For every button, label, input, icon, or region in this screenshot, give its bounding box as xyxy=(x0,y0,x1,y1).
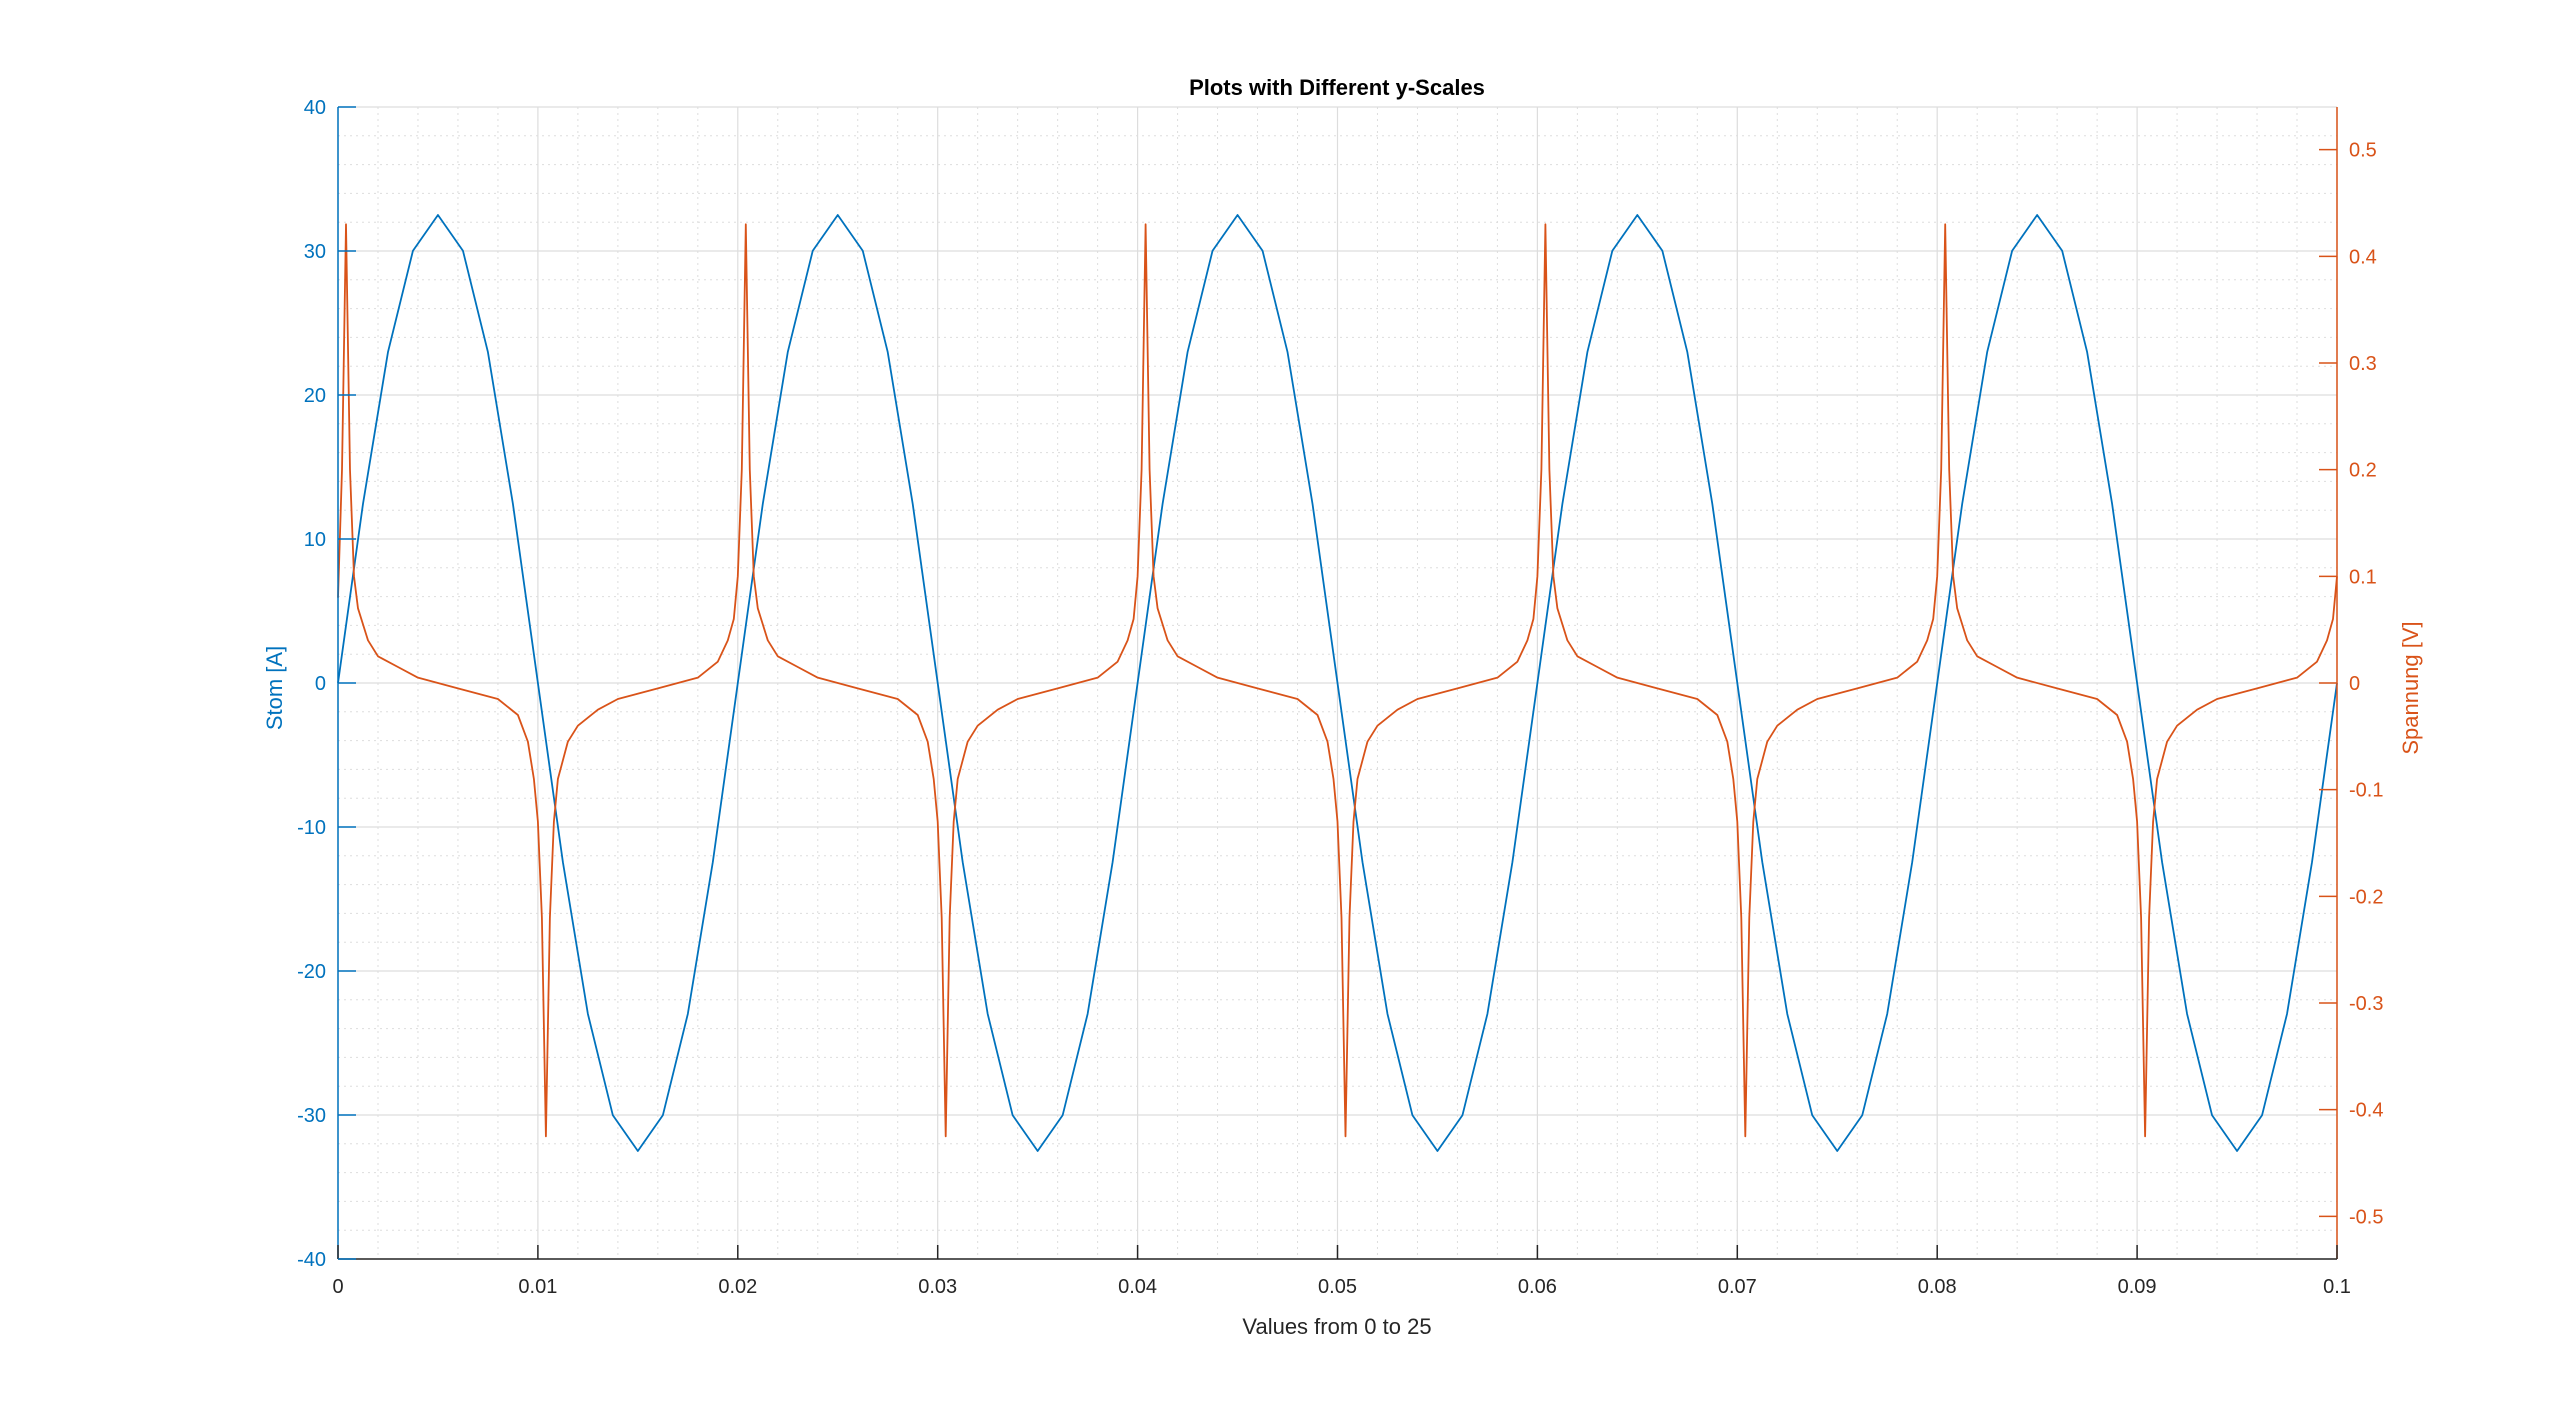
y-left-tick-label: 0 xyxy=(315,673,326,695)
series-line-spannung xyxy=(337,223,2338,1138)
y-right-tick-label: 0.1 xyxy=(2349,566,2377,588)
x-tick-label: 0.06 xyxy=(1518,1276,1557,1298)
y-left-tick-label: -30 xyxy=(297,1105,326,1127)
x-tick-label: 0.05 xyxy=(1318,1276,1357,1298)
y-axis-left-label: Stom [A] xyxy=(262,646,287,730)
y-left-tick-label: -40 xyxy=(297,1249,326,1271)
y-right-tick-label: -0.1 xyxy=(2349,780,2383,802)
y-left-tick-label: -10 xyxy=(297,817,326,839)
x-tick-label: 0.01 xyxy=(518,1276,557,1298)
y-right-tick-label: -0.3 xyxy=(2349,993,2383,1015)
series-line-strom xyxy=(337,214,2338,1152)
y-right-tick-label: -0.2 xyxy=(2349,886,2383,908)
y-left-tick-label: 30 xyxy=(304,241,326,263)
x-tick-label: 0.07 xyxy=(1718,1276,1757,1298)
y-right-tick-label: 0 xyxy=(2349,673,2360,695)
y-axis-right-label: Spannung [V] xyxy=(2398,621,2423,754)
series-layer xyxy=(337,214,2338,1152)
y-left-tick-label: 20 xyxy=(304,385,326,407)
x-tick-label: 0.1 xyxy=(2323,1276,2351,1298)
x-tick-label: 0.09 xyxy=(2118,1276,2157,1298)
y-right-tick-label: -0.5 xyxy=(2349,1206,2383,1228)
x-tick-label: 0 xyxy=(332,1276,343,1298)
ticks-layer: 0 0.01 0.02 0.03 0.04 0.05 0.06 0.07 0.08 0.09 0.1… xyxy=(297,97,2383,1298)
x-axis-label: Values from 0 to 25 xyxy=(1242,1314,1431,1339)
y-left-tick-label: 10 xyxy=(304,529,326,551)
y-right-tick-label: 0.3 xyxy=(2349,353,2377,375)
y-left-tick-label: 40 xyxy=(304,97,326,119)
y-right-tick-label: 0.2 xyxy=(2349,460,2377,482)
x-tick-label: 0.08 xyxy=(1918,1276,1957,1298)
y-right-tick-label: -0.4 xyxy=(2349,1100,2383,1122)
y-right-tick-label: 0.4 xyxy=(2349,246,2377,268)
y-right-tick-label: 0.5 xyxy=(2349,140,2377,162)
y-left-tick-label: -20 xyxy=(297,961,326,983)
x-tick-label: 0.04 xyxy=(1118,1276,1157,1298)
chart-title: Plots with Different y-Scales xyxy=(1189,75,1485,100)
x-tick-label: 0.02 xyxy=(718,1276,757,1298)
x-tick-label: 0.03 xyxy=(918,1276,957,1298)
